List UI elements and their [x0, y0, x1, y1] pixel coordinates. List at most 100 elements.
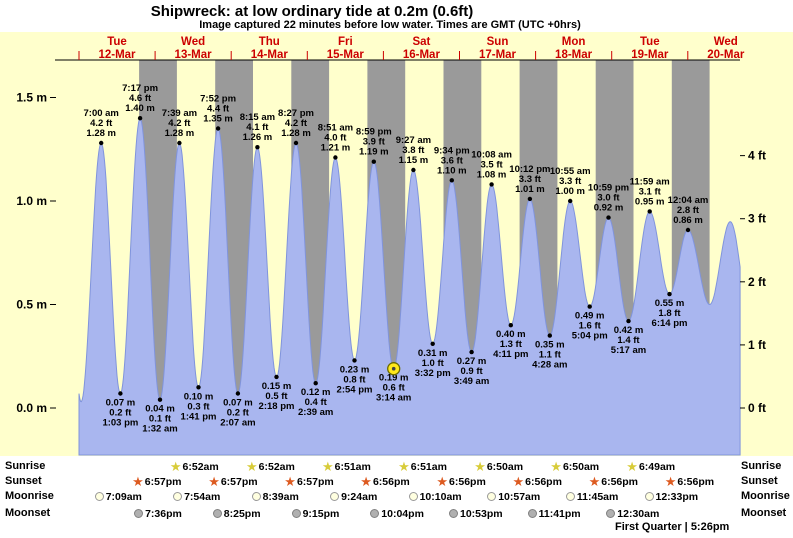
sunset-label-right: Sunset [741, 475, 778, 487]
sunrise-time: 6:51am [410, 460, 447, 473]
sunrise-label-left: Sunrise [5, 460, 46, 472]
sunset-time: 6:56pm [601, 475, 639, 488]
sunset-icon: ★ [436, 474, 449, 489]
tide-extreme-dot [489, 182, 494, 187]
high-tide-label: 10:55 am 3.3 ft 1.00 m [550, 166, 591, 197]
moonrise-event: 8:39am [251, 489, 299, 504]
moonset-icon [212, 509, 222, 518]
tide-extreme-dot [685, 227, 691, 233]
high-tide-label: 8:15 am 4.1 ft 1.26 m [240, 112, 275, 143]
y-axis-label-ft: 3 ft [748, 212, 766, 226]
high-tide-label: 8:27 pm 4.2 ft 1.28 m [278, 108, 314, 139]
high-tide-label: 8:59 pm 3.9 ft 1.19 m [356, 127, 392, 158]
tide-extreme-dot [469, 349, 474, 355]
moonrise-time: 9:24am [341, 490, 378, 503]
moonrise-icon [251, 492, 261, 501]
tide-extreme-dot [527, 196, 533, 202]
moonrise-event: 7:09am [94, 489, 142, 504]
sunset-time: 6:57pm [220, 475, 258, 488]
y-axis-label-m: 0.5 m [16, 298, 47, 312]
sunrise-event: ★ 6:50am [550, 459, 599, 474]
day-label: Tue 12-Mar [98, 36, 136, 61]
moonrise-time: 8:39am [262, 490, 299, 503]
moonset-icon [449, 509, 458, 518]
sunset-time: 6:56pm [449, 475, 486, 488]
tide-chart-svg: Tue 12-Mar Wed 13-Mar Thu 14-Mar Fri 15-Mar Sat 1… [0, 32, 793, 456]
low-tide-label: 0.42 m 1.4 ft 5:17 am [611, 325, 646, 356]
high-tide-label: 8:51 am 4.0 ft 1.21 m [318, 123, 353, 154]
sunset-icon: ★ [588, 474, 601, 489]
tide-extreme-dot [196, 385, 201, 390]
moonrise-icon [565, 492, 575, 501]
moonset-time: 10:04pm [381, 507, 424, 520]
day-label: Fri 15-Mar [327, 36, 365, 61]
page-subtitle: Image captured 22 minutes before low wat… [199, 19, 581, 31]
sunset-icon: ★ [360, 474, 372, 489]
low-tide-label: 0.55 m 1.8 ft 6:14 pm [652, 298, 688, 329]
tide-extreme-dot [568, 198, 573, 204]
moonrise-icon [644, 492, 654, 501]
sunset-time: 6:56pm [372, 475, 410, 488]
moonrise-icon [330, 492, 340, 501]
sunrise-icon: ★ [246, 459, 258, 474]
moonset-event: 7:36pm [134, 506, 182, 521]
tide-extreme-dot [157, 397, 163, 402]
day-label: Mon 18-Mar [555, 36, 593, 61]
moonset-label-right: Moonset [741, 507, 787, 519]
high-tide-label: 10:12 pm 3.3 ft 1.01 m [509, 164, 550, 195]
high-tide-label: 12:04 am 2.8 ft 0.86 m [668, 195, 709, 226]
moonset-icon [291, 509, 301, 518]
sunset-event: ★ 6:56pm [513, 474, 562, 489]
sunrise-icon: ★ [626, 459, 638, 474]
sunset-time: 6:57pm [296, 475, 334, 488]
moonrise-icon [408, 492, 418, 501]
y-axis-label-ft: 1 ft [748, 338, 766, 352]
moonset-event: 9:15pm [291, 506, 339, 521]
tide-extreme-dot [255, 145, 260, 150]
tide-extreme-dot [118, 391, 123, 396]
sunrise-icon: ★ [474, 459, 486, 474]
tide-extreme-dot [235, 391, 241, 396]
sunset-time: 6:57pm [144, 475, 182, 488]
moonrise-time: 7:54am [184, 490, 221, 503]
sunset-event: ★ 6:56pm [665, 474, 714, 489]
moonset-icon [370, 509, 380, 518]
y-axis-label-m: 1.0 m [16, 194, 47, 208]
moonset-time: 7:36pm [145, 507, 182, 520]
moonrise-event: 9:24am [330, 489, 377, 504]
sunset-icon: ★ [284, 474, 296, 489]
sunset-icon: ★ [208, 474, 220, 489]
sunrise-event: ★ 6:51am [322, 459, 371, 474]
sunset-icon: ★ [132, 474, 144, 489]
tide-extreme-dot [99, 140, 104, 146]
day-label: Wed 20-Mar [707, 36, 745, 61]
sunrise-time: 6:52am [182, 460, 219, 473]
sunset-event: ★ 6:56pm [589, 474, 638, 489]
sunset-label-left: Sunset [5, 475, 42, 487]
moonrise-event: 7:54am [173, 489, 220, 504]
moonrise-event: 12:33pm [644, 489, 698, 504]
low-tide-label: 0.35 m 1.1 ft 4:28 am [532, 340, 567, 371]
sunrise-event: ★ 6:51am [398, 459, 447, 474]
current-time-marker-dot [391, 366, 396, 371]
tide-area [78, 117, 741, 456]
tide-extreme-dot [606, 215, 611, 220]
moonset-event: 8:25pm [212, 506, 261, 521]
moonset-event: 11:41pm [527, 506, 581, 521]
moonset-icon [527, 509, 537, 518]
sunrise-time: 6:50am [486, 460, 524, 473]
page-title: Shipwreck: at low ordinary tide at 0.2m … [150, 3, 474, 20]
day-label: Sat 16-Mar [403, 36, 441, 61]
y-axis-label-m: 1.5 m [16, 91, 47, 105]
sunset-event: ★ 6:57pm [132, 474, 181, 489]
y-axis-label-ft: 0 ft [748, 401, 766, 415]
moonset-time: 8:25pm [223, 507, 261, 520]
tide-extreme-dot [333, 155, 338, 160]
sunrise-icon: ★ [550, 459, 562, 474]
day-label: Tue 19-Mar [631, 36, 669, 61]
low-tide-label: 0.15 m 0.5 ft 2:18 pm [259, 381, 295, 412]
moonset-time: 10:53pm [460, 507, 503, 520]
high-tide-label: 9:34 pm 3.6 ft 1.10 m [434, 145, 470, 176]
sunset-event: ★ 6:57pm [284, 474, 333, 489]
